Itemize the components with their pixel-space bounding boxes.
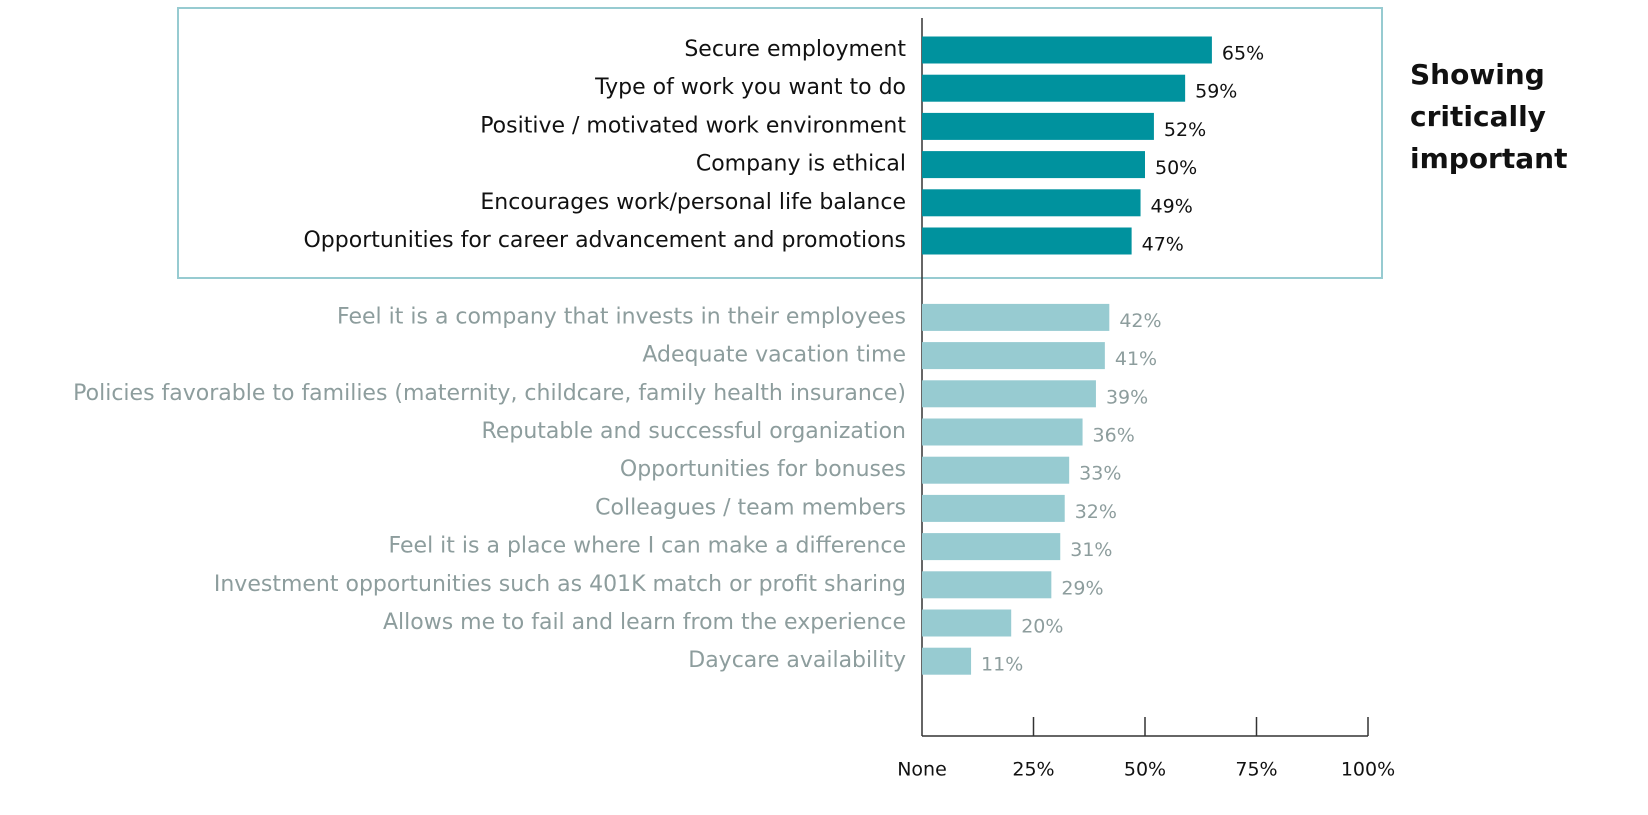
bar (922, 647, 972, 675)
highlight-box (177, 7, 1383, 279)
bar (922, 303, 1110, 331)
bar (922, 533, 1061, 561)
bar (922, 456, 1070, 484)
category-label: Positive / motivated work environment (480, 113, 906, 138)
bar (922, 380, 1096, 408)
value-label: 42% (1119, 310, 1161, 332)
category-label: Opportunities for bonuses (620, 457, 906, 482)
bar (922, 36, 1212, 64)
value-label: 36% (1093, 425, 1135, 447)
category-label: Company is ethical (696, 152, 906, 177)
value-label: 59% (1195, 81, 1237, 103)
annotation: critically (1410, 100, 1546, 133)
bar (922, 74, 1186, 102)
x-tick-label: 25% (1012, 759, 1054, 781)
value-label: 33% (1079, 463, 1121, 485)
bar (922, 112, 1154, 140)
annotation: Showing (1410, 58, 1545, 91)
bar (922, 151, 1145, 179)
category-label: Investment opportunities such as 401K ma… (214, 572, 906, 597)
value-label: 39% (1106, 386, 1148, 408)
value-label: 32% (1075, 501, 1117, 523)
bar (922, 227, 1132, 255)
category-label: Feel it is a place where I can make a di… (389, 534, 906, 559)
category-label: Adequate vacation time (642, 343, 906, 368)
value-label: 52% (1164, 119, 1206, 141)
bar (922, 609, 1012, 637)
category-label: Colleagues / team members (595, 495, 906, 520)
x-tick-label: 75% (1235, 759, 1277, 781)
value-label: 41% (1115, 348, 1157, 370)
bar (922, 418, 1083, 446)
bar (922, 342, 1105, 370)
value-label: 11% (981, 654, 1023, 676)
x-tick-label: 100% (1341, 759, 1395, 781)
value-label: 29% (1061, 577, 1103, 599)
category-label: Allows me to fail and learn from the exp… (383, 610, 906, 635)
x-tick-label: 50% (1124, 759, 1166, 781)
category-label: Type of work you want to do (594, 75, 906, 100)
category-label: Secure employment (684, 37, 906, 62)
bar (922, 571, 1052, 599)
bar (922, 189, 1141, 217)
value-label: 47% (1142, 234, 1184, 256)
category-label: Reputable and successful organization (482, 419, 906, 444)
value-label: 31% (1070, 539, 1112, 561)
value-label: 20% (1021, 616, 1063, 638)
category-label: Encourages work/personal life balance (480, 190, 906, 215)
category-label: Opportunities for career advancement and… (303, 228, 906, 253)
value-label: 50% (1155, 157, 1197, 179)
value-label: 49% (1151, 195, 1193, 217)
annotation: important (1410, 142, 1567, 175)
value-label: 65% (1222, 43, 1264, 65)
category-label: Policies favorable to families (maternit… (73, 381, 906, 406)
x-tick-label: None (897, 759, 947, 781)
category-label: Feel it is a company that invests in the… (337, 304, 906, 329)
category-label: Daycare availability (688, 648, 906, 673)
bar (922, 494, 1065, 522)
